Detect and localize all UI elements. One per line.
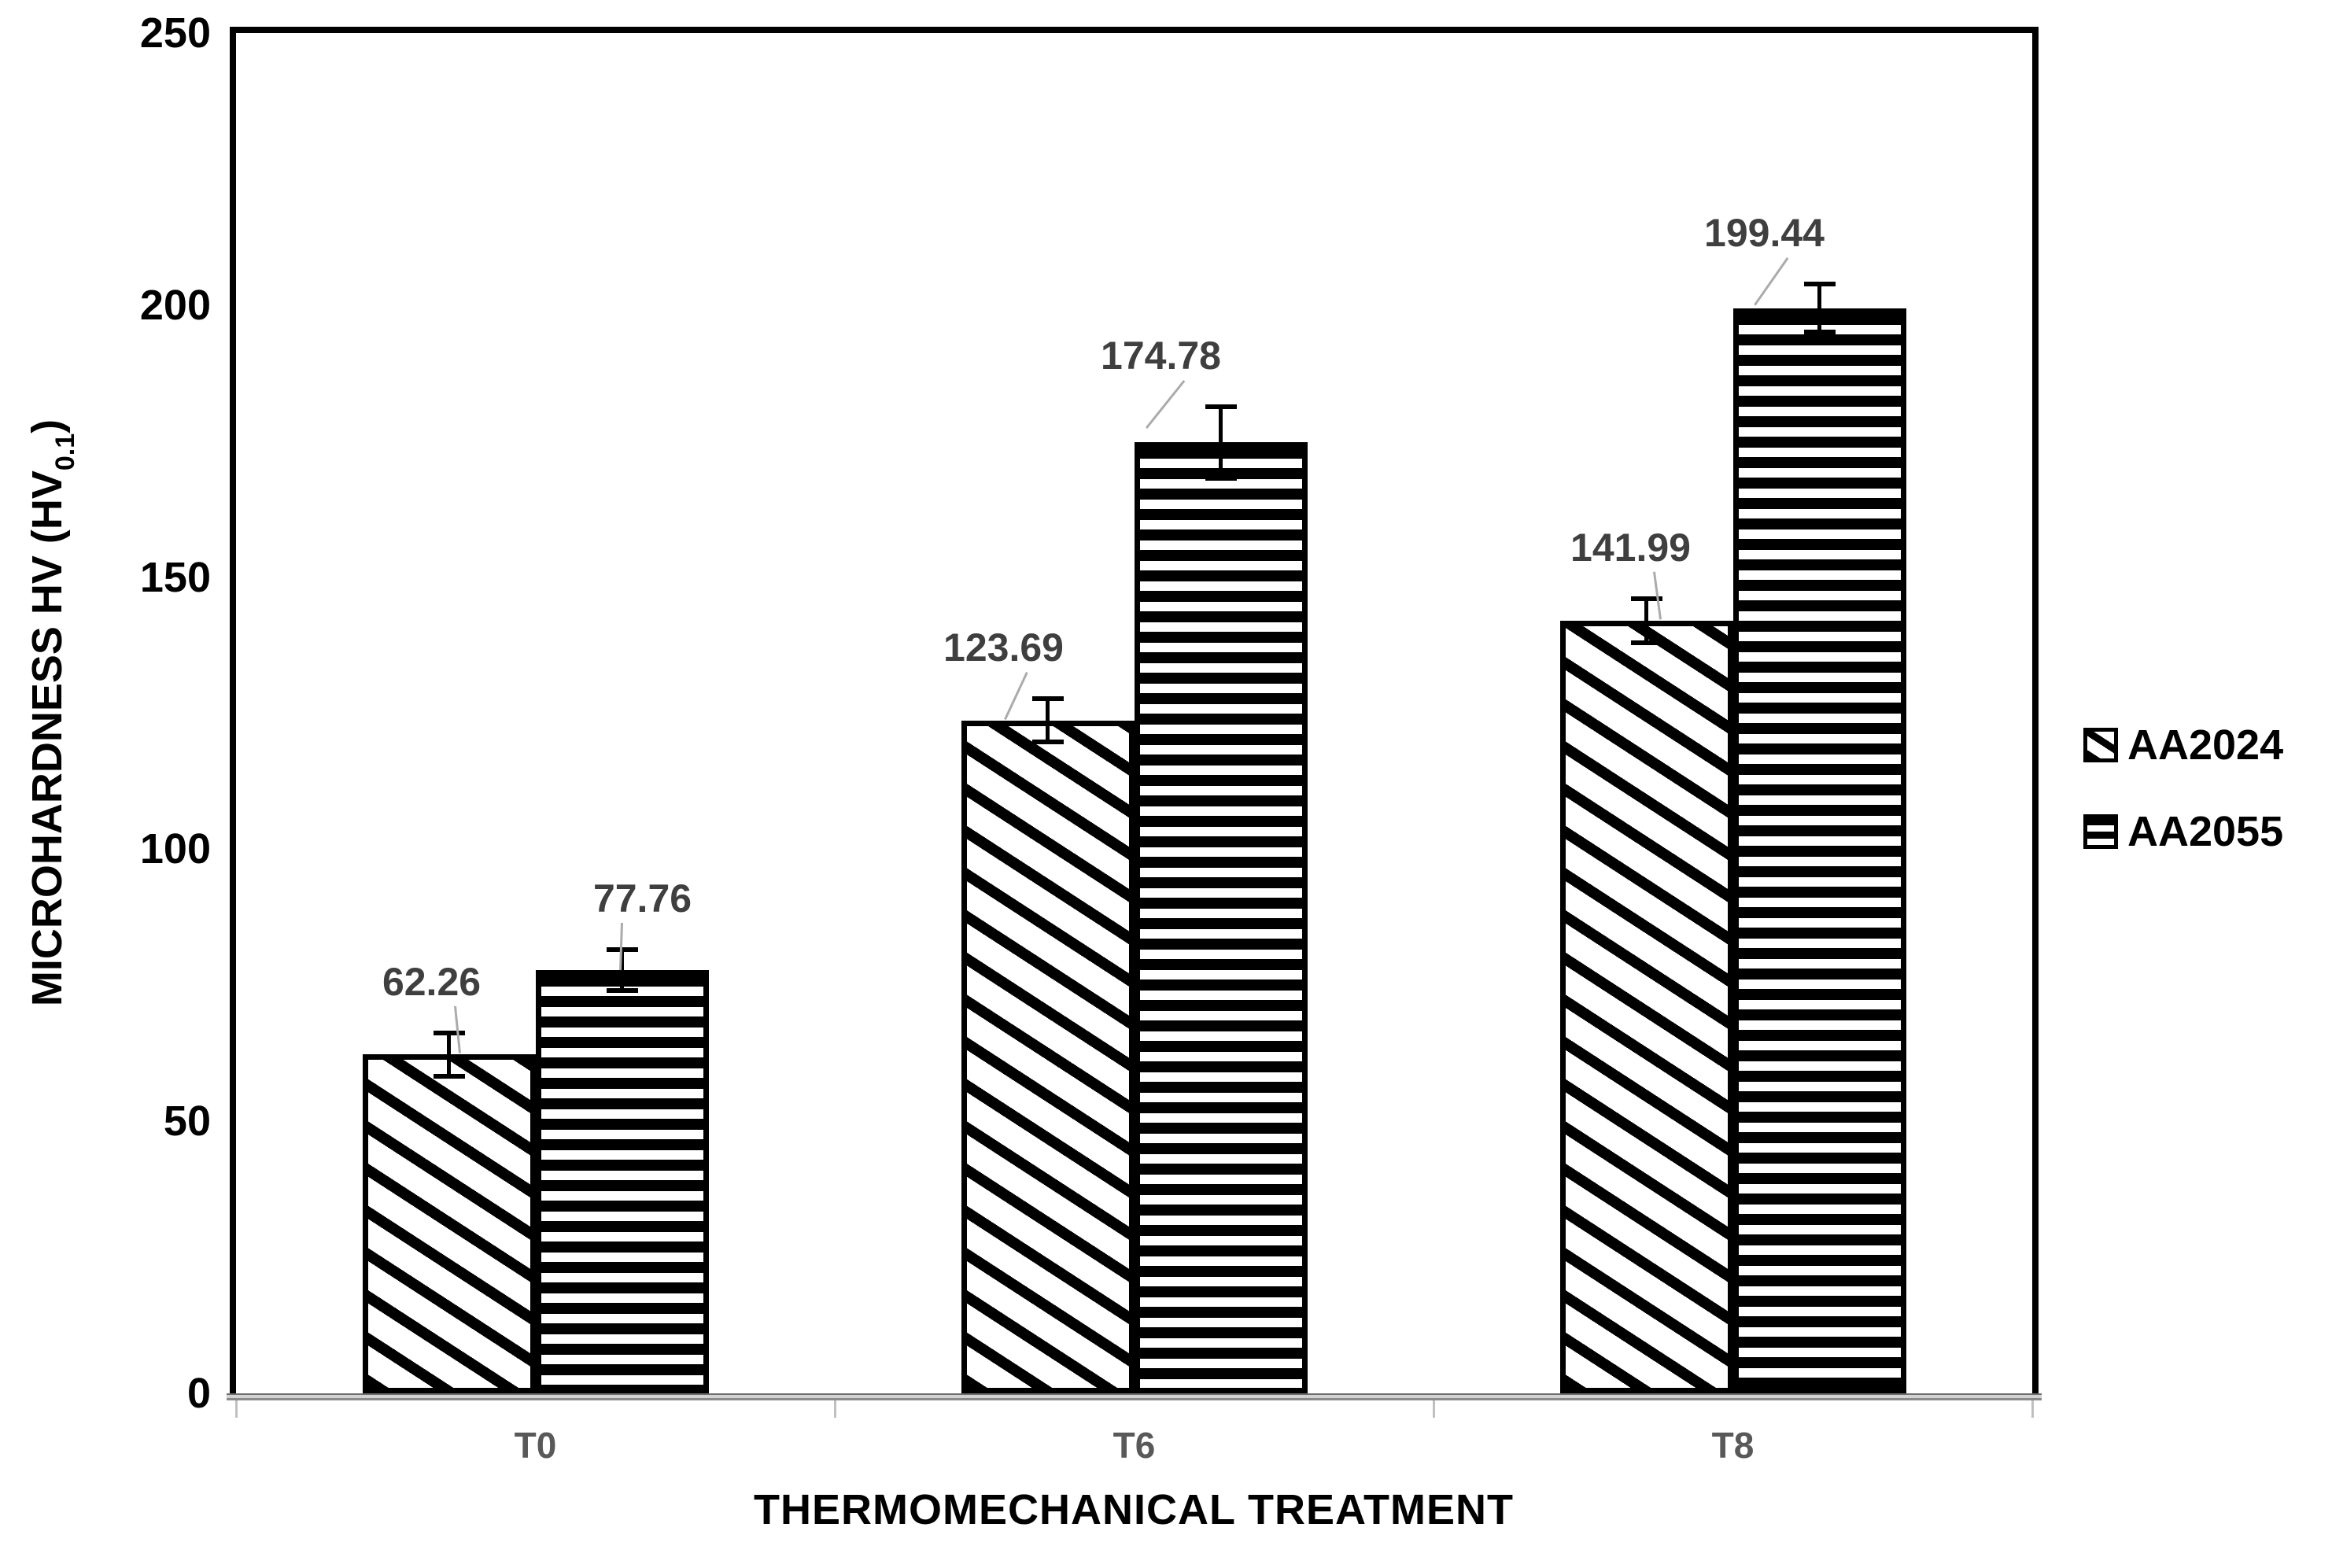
error-bar xyxy=(1817,284,1821,333)
y-axis-title-text: MICROHARDNESS HV (HV xyxy=(24,470,71,1007)
error-bar xyxy=(447,1032,451,1077)
bar-AA2055-T6 xyxy=(1134,442,1308,1393)
error-bar xyxy=(1644,599,1648,643)
x-axis-title: THERMOMECHANICAL TREATMENT xyxy=(754,1486,1514,1533)
y-tick-label: 0 xyxy=(186,1370,211,1417)
bar-AA2055-T8 xyxy=(1732,308,1906,1393)
error-bar-bottom-cap xyxy=(1803,330,1836,335)
y-tick-label: 150 xyxy=(139,553,211,601)
y-tick-label: 250 xyxy=(139,9,211,57)
legend-swatch-diagonal-icon xyxy=(2083,728,2118,762)
error-bar-bottom-cap xyxy=(1205,475,1237,481)
legend-label: AA2024 xyxy=(2127,721,2284,769)
error-bar-bottom-cap xyxy=(1630,640,1662,645)
x-tick-mark xyxy=(235,1400,238,1418)
y-tick-label: 50 xyxy=(163,1098,211,1146)
x-axis-line xyxy=(227,1393,2042,1400)
data-label: 123.69 xyxy=(943,625,1064,670)
y-axis-title-suffix: ) xyxy=(24,419,71,434)
x-tick-label: T0 xyxy=(514,1425,557,1466)
data-label: 141.99 xyxy=(1570,526,1691,570)
x-tick-mark xyxy=(1433,1400,1435,1418)
error-bar-top-cap xyxy=(1630,596,1662,602)
error-bar xyxy=(620,949,624,991)
x-tick-mark xyxy=(2031,1400,2034,1418)
bar-AA2024-T0 xyxy=(362,1054,536,1393)
legend-swatch-horizontal-icon xyxy=(2083,814,2118,849)
data-label: 199.44 xyxy=(1704,211,1825,256)
error-bar-bottom-cap xyxy=(1031,740,1064,745)
bar-AA2055-T0 xyxy=(535,970,709,1393)
x-tick-label: T8 xyxy=(1711,1425,1755,1466)
error-bar-top-cap xyxy=(1205,404,1237,409)
error-bar xyxy=(1219,406,1223,478)
legend-label: AA2055 xyxy=(2127,808,2284,855)
bar-AA2024-T6 xyxy=(961,720,1135,1393)
x-tick-mark xyxy=(834,1400,836,1418)
legend: AA2024 AA2055 xyxy=(2083,724,2283,897)
y-tick-label: 100 xyxy=(139,825,211,873)
error-bar xyxy=(1046,698,1050,743)
y-axis-title: MICROHARDNESS HV (HV0.1) xyxy=(23,419,81,1006)
x-tick-label: T6 xyxy=(1112,1425,1156,1466)
legend-item-AA2055: AA2055 xyxy=(2083,810,2283,853)
data-label: 174.78 xyxy=(1101,333,1221,378)
data-label: 62.26 xyxy=(382,959,482,1004)
y-axis-title-subscript: 0.1 xyxy=(50,433,80,471)
legend-item-AA2024: AA2024 xyxy=(2083,724,2283,766)
error-bar-bottom-cap xyxy=(606,988,638,994)
data-label: 77.76 xyxy=(592,876,692,921)
error-bar-top-cap xyxy=(1803,282,1836,287)
error-bar-top-cap xyxy=(1031,695,1064,701)
error-bar-top-cap xyxy=(433,1030,465,1035)
bar-AA2024-T8 xyxy=(1559,620,1733,1393)
y-tick-label: 200 xyxy=(139,281,211,329)
error-bar-bottom-cap xyxy=(433,1074,465,1079)
error-bar-top-cap xyxy=(606,946,638,952)
